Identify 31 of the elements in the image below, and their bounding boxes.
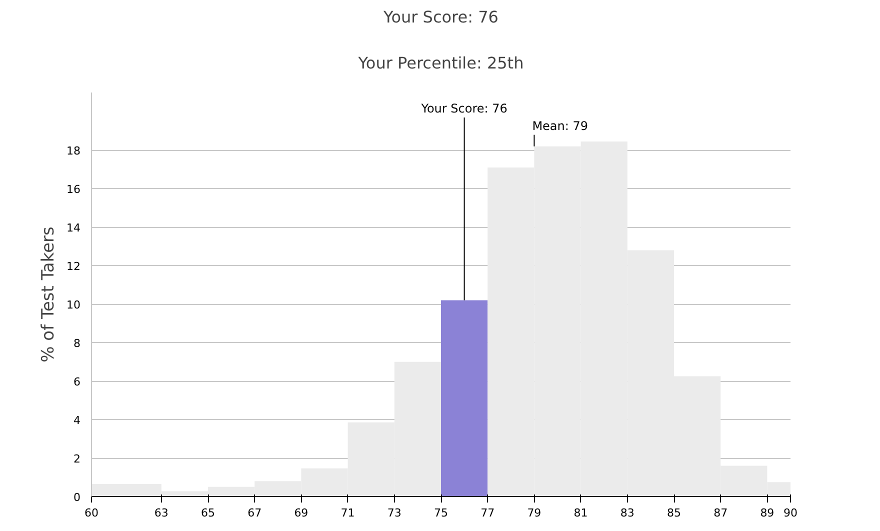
ref-line-label: Mean: 79	[532, 118, 588, 133]
x-tick-label: 60	[84, 506, 98, 520]
x-tick-label: 89	[760, 506, 774, 520]
x-tick-label: 75	[434, 506, 448, 520]
x-tick-label: 85	[667, 506, 681, 520]
x-tick-label: 83	[620, 506, 634, 520]
x-tick-label: 63	[154, 506, 168, 520]
y-tick-label: 10	[66, 298, 81, 312]
y-tick-label: 2	[74, 452, 80, 466]
chart-subtitle: Your Percentile: 25th	[357, 54, 524, 72]
chart-title: Your Score: 76	[382, 8, 498, 26]
y-tick-label: 8	[74, 337, 80, 350]
x-tick-label: 65	[201, 506, 215, 520]
x-tick-label: 77	[480, 506, 495, 520]
x-tick-label: 79	[527, 506, 542, 520]
y-axis-title: % of Test Takers	[38, 226, 59, 362]
y-tick-label: 4	[74, 414, 80, 428]
x-tick-label: 71	[340, 506, 355, 520]
y-tick-label: 0	[74, 491, 80, 504]
x-tick-label: 87	[714, 506, 728, 520]
y-tick-label: 12	[66, 260, 81, 274]
x-tick-label: 73	[387, 506, 402, 520]
x-tick-label: 90	[784, 506, 798, 520]
y-tick-label: 16	[66, 183, 81, 196]
y-tick-label: 14	[66, 222, 81, 235]
y-tick-label: 18	[66, 144, 81, 158]
x-tick-label: 81	[574, 506, 588, 520]
x-tick-label: 69	[294, 506, 308, 520]
y-tick-label: 6	[74, 376, 80, 389]
x-tick-label: 67	[248, 506, 262, 520]
ref-line-label: Your Score: 76	[420, 102, 508, 116]
